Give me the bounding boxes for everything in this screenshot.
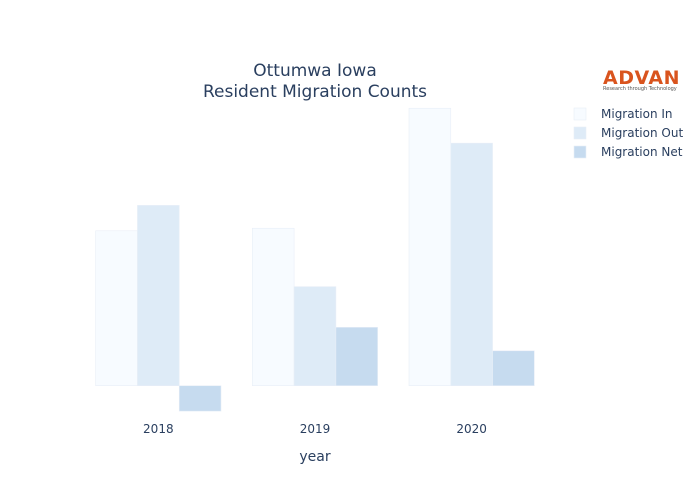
x-axis-title: year: [299, 449, 330, 465]
legend-label-migration-net: Migration Net: [601, 145, 683, 159]
legend-item-migration-net[interactable]: Migration Net: [573, 145, 683, 159]
logo-name: ADVAN: [603, 67, 680, 89]
bar-migration-out-2019[interactable]: [293, 286, 337, 387]
plot-area: [95, 107, 535, 412]
bar-migration-in-2018[interactable]: [95, 230, 138, 387]
x-tick-label-2018: 2018: [143, 422, 174, 436]
legend-item-migration-out[interactable]: Migration Out: [573, 126, 683, 140]
legend-swatch-migration-net: [573, 145, 587, 159]
x-axis-ticks: 2018 2019 2020: [143, 422, 487, 436]
legend-label-migration-in: Migration In: [601, 107, 673, 121]
bar-migration-out-2018[interactable]: [137, 205, 180, 387]
bar-migration-net-2019[interactable]: [335, 327, 378, 387]
legend-swatch-migration-out: [573, 126, 587, 140]
chart-title-line-1: Ottumwa Iowa: [253, 61, 377, 81]
bar-migration-in-2020[interactable]: [408, 107, 452, 387]
legend-label-migration-out: Migration Out: [601, 126, 683, 140]
bar-migration-net-2018[interactable]: [178, 385, 222, 412]
bar-migration-in-2019[interactable]: [252, 227, 295, 387]
legend-item-migration-in[interactable]: Migration In: [573, 107, 673, 121]
x-tick-label-2019: 2019: [300, 422, 331, 436]
logo-tagline: Research through Technology: [603, 86, 677, 92]
advan-logo: ADVAN Research through Technology: [603, 67, 680, 92]
x-tick-label-2020: 2020: [456, 422, 487, 436]
legend[interactable]: Migration In Migration Out Migration Net: [573, 107, 683, 159]
chart-title-line-2: Resident Migration Counts: [203, 82, 427, 102]
bar-migration-net-2020[interactable]: [492, 350, 535, 387]
legend-swatch-migration-in: [573, 107, 587, 121]
bar-migration-out-2020[interactable]: [450, 142, 493, 387]
